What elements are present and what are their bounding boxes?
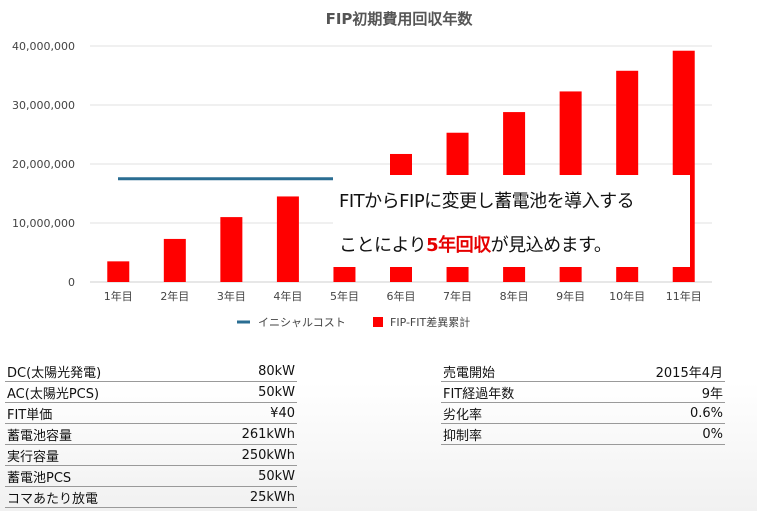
table-row: 蓄電池容量 261kWh <box>5 423 297 445</box>
y-tick-label: 0 <box>68 276 75 289</box>
spec-label: 売電開始 <box>441 361 625 382</box>
chart: FIP初期費用回収年数 0 10,000,000 20,000,000 30,000,… <box>12 10 712 329</box>
spec-value: 0.6% <box>625 402 725 424</box>
spec-value: 0% <box>625 423 725 445</box>
table-row: 実行容量 250kWh <box>5 444 297 466</box>
bar-3 <box>220 217 243 282</box>
table-row: 蓄電池PCS 50kW <box>5 465 297 487</box>
spec-label: DC(太陽光発電) <box>5 361 209 382</box>
x-tick-label: 5年目 <box>330 289 359 303</box>
table-row: 売電開始 2015年4月 <box>441 361 725 382</box>
spec-label: 抑制率 <box>441 423 625 445</box>
legend-bar-swatch <box>373 317 383 327</box>
spec-value: 9年 <box>625 381 725 403</box>
bar-2 <box>163 238 186 282</box>
annotation-text: が見込めます。 <box>490 235 612 256</box>
x-tick-label: 8年目 <box>500 289 529 303</box>
chart-title: FIP初期費用回収年数 <box>326 10 474 28</box>
spec-value: 80kW <box>209 361 297 382</box>
x-tick-label: 2年目 <box>160 289 189 303</box>
bar-1 <box>107 261 130 282</box>
spec-value: 50kW <box>209 465 297 487</box>
spec-value: 250kWh <box>209 444 297 466</box>
x-tick-label: 3年目 <box>217 289 246 303</box>
table-row: 抑制率 0% <box>441 423 725 445</box>
x-tick-label: 11年目 <box>666 289 702 303</box>
y-tick-label: 20,000,000 <box>12 158 75 171</box>
x-tick-label: 10年目 <box>609 289 645 303</box>
annotation-highlight: 5年回収 <box>426 235 491 256</box>
spec-value: 25kWh <box>209 486 297 508</box>
spec-value: 2015年4月 <box>625 361 725 382</box>
x-tick-label: 4年目 <box>273 289 302 303</box>
spec-label: 蓄電池PCS <box>5 465 209 487</box>
legend: イニシャルコスト FIP-FIT差異累計 <box>237 315 470 329</box>
y-tick-label: 30,000,000 <box>12 99 75 112</box>
spec-label: FIT単価 <box>5 402 209 424</box>
y-tick-label: 10,000,000 <box>12 217 75 230</box>
spec-label: コマあたり放電 <box>5 486 209 508</box>
spec-label: 実行容量 <box>5 444 209 466</box>
spec-label: 劣化率 <box>441 402 625 424</box>
table-row: DC(太陽光発電) 80kW <box>5 361 297 382</box>
table-row: コマあたり放電 25kWh <box>5 486 297 508</box>
bar-4 <box>276 196 299 282</box>
table-row: AC(太陽光PCS) 50kW <box>5 381 297 403</box>
legend-initial-cost: イニシャルコスト <box>258 316 346 329</box>
x-tick-label: 9年目 <box>556 289 585 303</box>
annotation-line-1: FITからFIPに変更し蓄電池を導入する <box>339 191 635 212</box>
spec-value: ¥40 <box>209 402 297 424</box>
spec-label: FIT経過年数 <box>441 381 625 403</box>
spec-value: 50kW <box>209 381 297 403</box>
y-tick-label: 40,000,000 <box>12 40 75 53</box>
specs-table-right: 売電開始 2015年4月 FIT経過年数 9年 劣化率 0.6% 抑制率 0% <box>441 361 725 445</box>
x-tick-label: 1年目 <box>104 289 133 303</box>
x-tick-label: 6年目 <box>387 289 416 303</box>
spec-label: 蓄電池容量 <box>5 423 209 445</box>
table-row: 劣化率 0.6% <box>441 402 725 424</box>
spec-label: AC(太陽光PCS) <box>5 381 209 403</box>
table-row: FIT単価 ¥40 <box>5 402 297 424</box>
table-row: FIT経過年数 9年 <box>441 381 725 403</box>
spec-value: 261kWh <box>209 423 297 445</box>
annotation-line-2: ことにより5年回収が見込めます。 <box>339 231 612 257</box>
annotation-box: FITからFIPに変更し蓄電池を導入する ことにより5年回収が見込めます。 <box>333 175 690 267</box>
x-tick-label: 7年目 <box>443 289 472 303</box>
annotation-text: ことにより <box>339 235 427 256</box>
legend-fip-fit-diff: FIP-FIT差異累計 <box>390 315 470 329</box>
specs-table-left: DC(太陽光発電) 80kW AC(太陽光PCS) 50kW FIT単価 ¥40 蓄電… <box>5 361 297 508</box>
